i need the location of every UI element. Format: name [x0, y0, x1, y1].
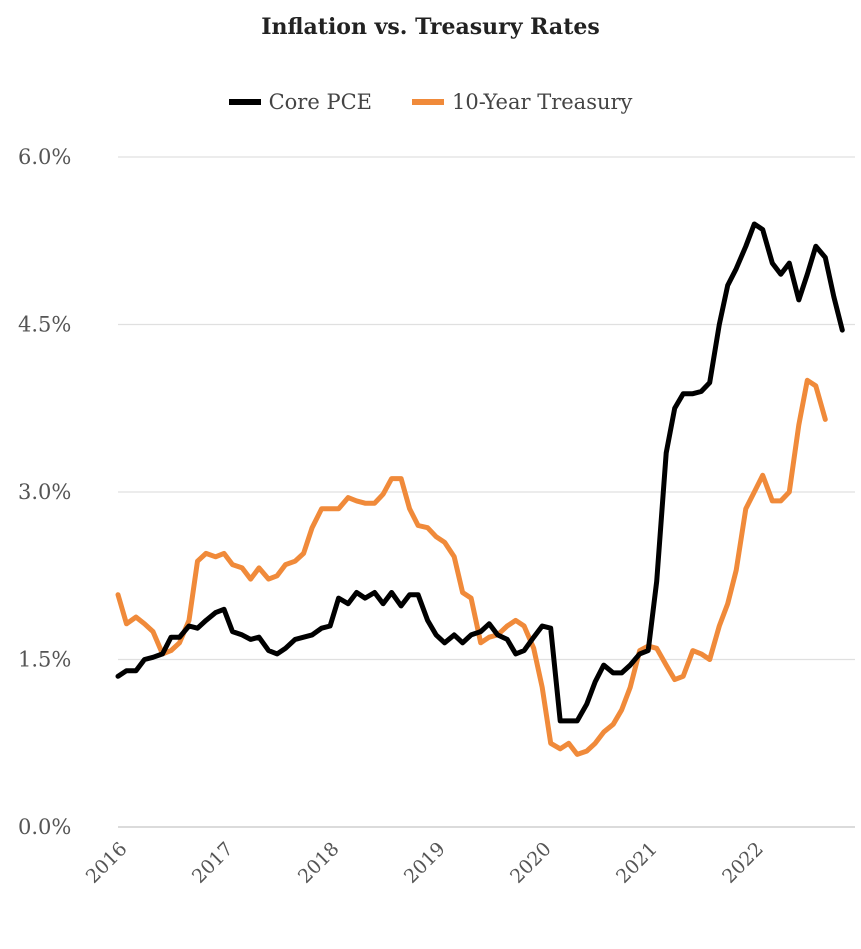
legend-label-core-pce: Core PCE [268, 90, 372, 114]
x-tick-label: 2019 [400, 838, 450, 888]
y-tick-label: 0.0% [18, 815, 71, 839]
legend-item-10-year-treasury: 10-Year Treasury [411, 90, 633, 114]
legend-swatch-10-year-treasury [411, 99, 444, 105]
y-tick-label: 3.0% [18, 480, 71, 504]
x-tick-label: 2018 [294, 838, 344, 888]
series-line-core-pce [115, 221, 845, 724]
y-tick-label: 4.5% [18, 313, 71, 337]
x-tick-label: 2022 [718, 838, 768, 888]
legend: Core PCE 10-Year Treasury [0, 90, 861, 114]
x-tick-label: 2021 [612, 838, 662, 888]
y-tick-label: 1.5% [18, 648, 71, 672]
chart-title: Inflation vs. Treasury Rates [261, 14, 600, 40]
legend-label-10-year-treasury: 10-Year Treasury [451, 90, 633, 114]
legend-swatch-core-pce [228, 99, 261, 105]
x-tick-label: 2017 [188, 838, 238, 888]
y-tick-label: 6.0% [18, 145, 71, 169]
series-line-10-year-treasury [115, 377, 828, 757]
legend-item-core-pce: Core PCE [228, 90, 372, 114]
x-tick-label: 2020 [506, 838, 556, 888]
x-tick-label: 2016 [82, 838, 132, 888]
